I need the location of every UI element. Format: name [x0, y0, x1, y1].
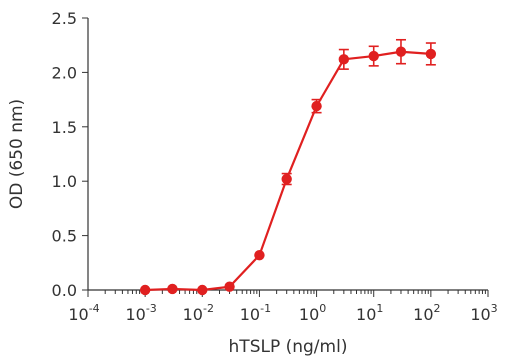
x-tick-label: 103 [470, 302, 497, 324]
data-point [254, 249, 265, 261]
x-tick-exponent: -4 [89, 302, 100, 315]
data-point [224, 281, 235, 292]
x-axis-ticks: 10-4 10-3 10-2 10-1 100 101 102 103 [68, 290, 498, 324]
y-tick-label: 1.0 [52, 172, 77, 191]
x-tick-exponent: 2 [434, 302, 441, 315]
y-tick-label: 0.5 [52, 227, 77, 246]
x-tick-label: 10-1 [240, 302, 271, 324]
x-tick-label: 102 [413, 302, 440, 324]
data-point [338, 54, 350, 65]
axes [87, 18, 488, 291]
x-tick-exponent: 1 [376, 302, 383, 315]
y-tick-label: 2.5 [52, 9, 77, 28]
x-tick-exponent: -1 [260, 302, 271, 315]
y-axis-title: OD (650 nm) [7, 99, 27, 209]
data-point [281, 173, 292, 185]
x-tick-label: 101 [356, 302, 383, 324]
x-tick-exponent: 0 [319, 302, 326, 315]
x-tick-exponent: 3 [491, 302, 498, 315]
data-point [311, 100, 322, 112]
x-tick-exponent: -2 [203, 302, 214, 315]
x-tick-label: 10-4 [68, 302, 99, 324]
series-line [145, 50, 431, 292]
data-point [368, 50, 379, 62]
x-axis-title: hTSLP (ng/ml) [229, 337, 348, 357]
y-tick-label: 1.5 [52, 118, 77, 137]
x-tick-label: 10-3 [125, 302, 156, 324]
y-axis-ticks: 0.0 0.5 1.0 1.5 2.0 2.5 [52, 9, 88, 300]
y-tick-label: 2.0 [52, 63, 77, 82]
data-point [425, 48, 437, 60]
x-tick-label: 10-2 [183, 302, 214, 324]
y-tick-label: 0.0 [52, 281, 77, 300]
data-point [139, 284, 151, 296]
plot-area [139, 38, 437, 296]
data-point [197, 284, 208, 296]
x-tick-label: 100 [299, 302, 326, 324]
data-point [167, 283, 178, 295]
data-point [395, 46, 407, 57]
x-tick-exponent: -3 [146, 302, 157, 315]
